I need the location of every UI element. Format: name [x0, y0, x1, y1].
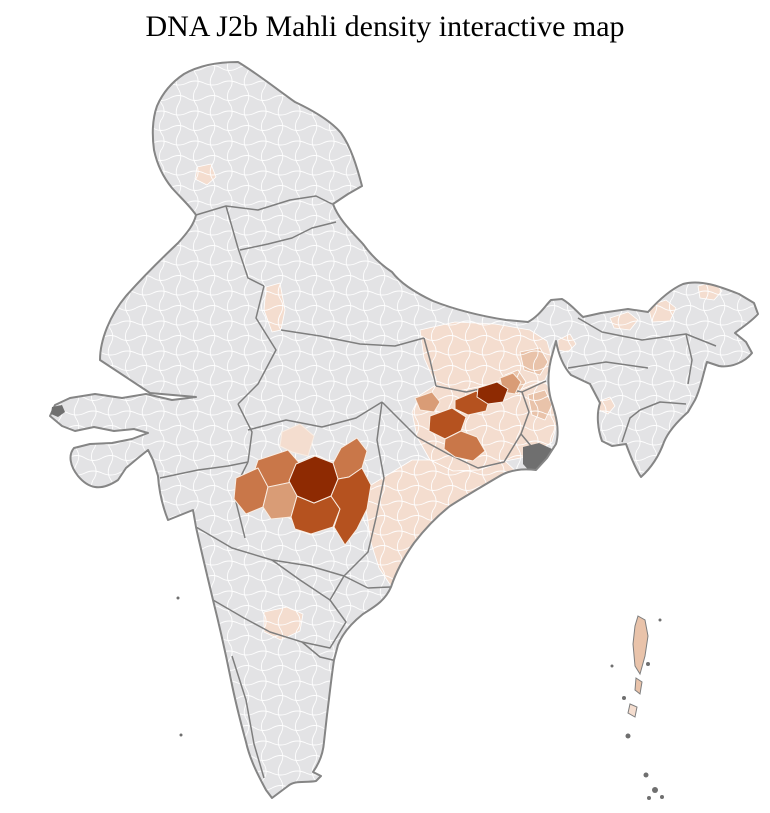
island-speck — [660, 795, 664, 799]
state-borders — [159, 195, 717, 779]
andaman-islands[interactable] — [632, 615, 649, 676]
andaman-islands[interactable] — [627, 703, 638, 718]
island-speck — [643, 772, 649, 778]
island-speck — [658, 618, 662, 622]
island-speck — [176, 596, 180, 600]
density-cluster-east[interactable] — [414, 372, 522, 462]
island-speck — [652, 787, 658, 793]
district[interactable] — [414, 391, 441, 413]
island-speck — [625, 733, 631, 739]
island-speck — [610, 664, 614, 668]
island-speck — [646, 662, 650, 666]
district-high-density[interactable] — [476, 381, 509, 405]
district[interactable] — [443, 430, 486, 462]
district-highest-density[interactable] — [288, 455, 339, 504]
map-title: DNA J2b Mahli density interactive map — [145, 10, 625, 43]
island-speck — [647, 796, 651, 800]
density-cluster-central[interactable] — [233, 423, 372, 546]
district-boundaries-mesh — [50, 62, 758, 798]
district[interactable] — [330, 467, 372, 546]
kutch-islet — [51, 405, 65, 417]
island-speck — [179, 733, 183, 737]
district[interactable] — [279, 423, 315, 457]
islands[interactable] — [51, 405, 664, 800]
island-speck — [622, 696, 626, 700]
andaman-islands[interactable] — [634, 677, 643, 695]
